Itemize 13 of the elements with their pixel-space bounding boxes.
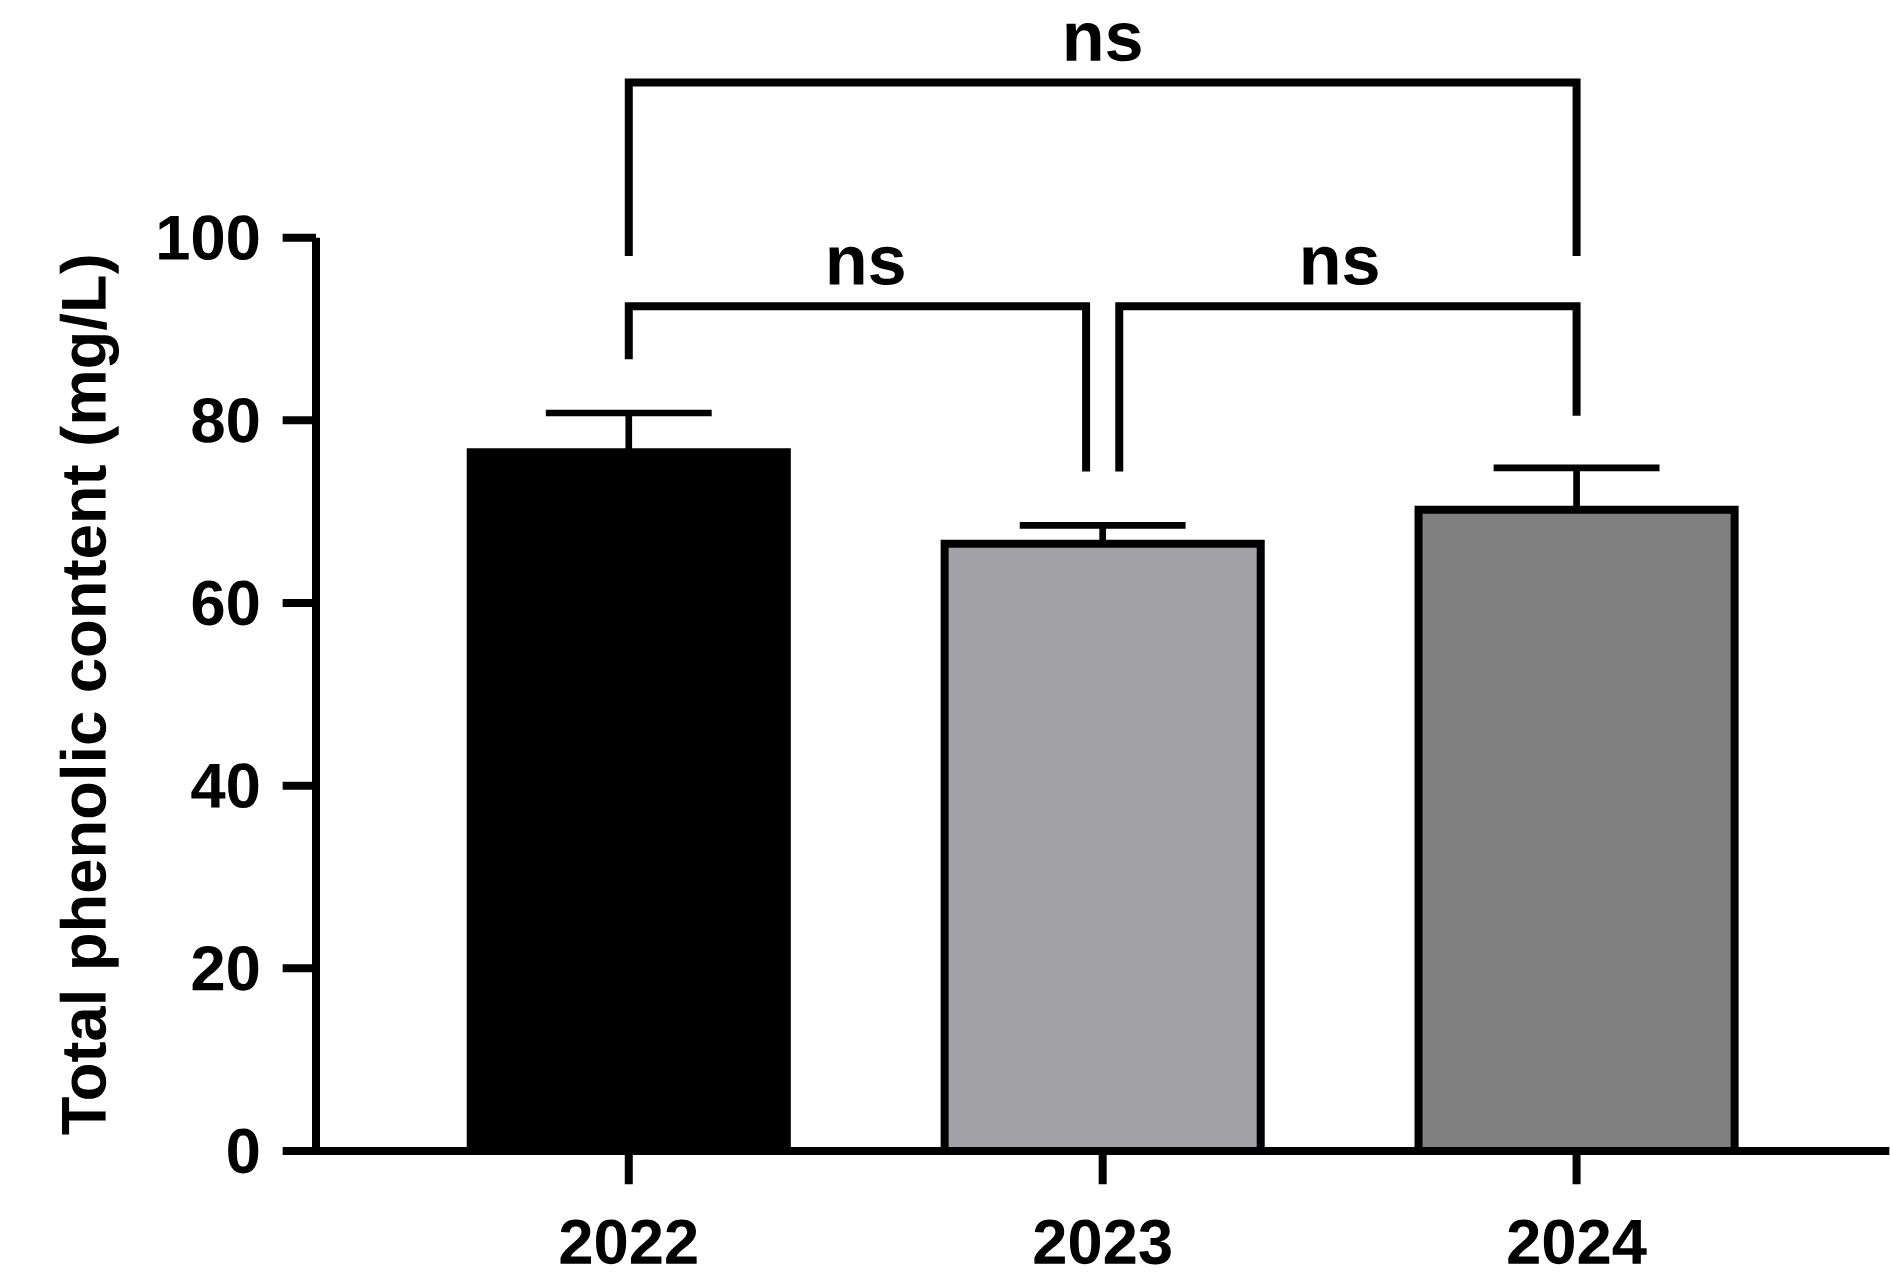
annotation: ns: [1303, 246, 1378, 286]
y-tick-label: 20: [192, 945, 259, 991]
y-axis-title: Total phenolic content (mg/L): [59, 256, 120, 1135]
y-tick-label: 100: [159, 215, 259, 261]
y-tick-label: 40: [191, 763, 259, 809]
annotation: ns: [829, 246, 904, 286]
x-tick-label: 2022: [560, 1219, 697, 1265]
x-tick-label: 2023: [1034, 1219, 1171, 1265]
y-tick-label: 80: [192, 397, 259, 443]
x-tick-label: 2024: [1508, 1219, 1647, 1265]
y-tick-label: 60: [192, 580, 259, 626]
text: ns: [1066, 22, 1141, 62]
y-tick-label: 0: [228, 1128, 259, 1174]
